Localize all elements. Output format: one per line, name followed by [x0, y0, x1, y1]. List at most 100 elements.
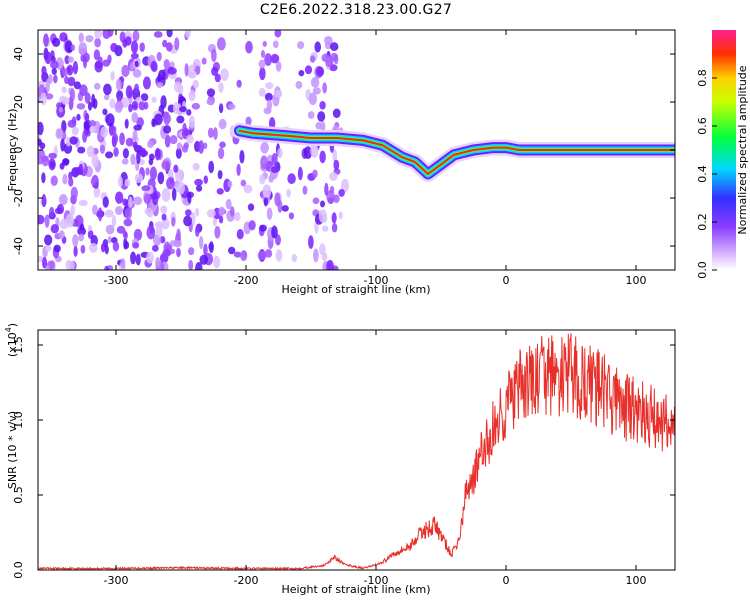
- spectrogram-noise-speck: [50, 61, 59, 69]
- snr-panel: -300 -200 -100 0 1000.00.51.01.5 Height of s…: [4, 323, 675, 596]
- spectrogram-noise-speck: [136, 150, 140, 164]
- spectrogram-noise-speck: [126, 138, 133, 147]
- spectrogram-noise-speck: [317, 111, 325, 122]
- spectrogram-noise-speck: [248, 203, 254, 211]
- spectrogram-noise-speck: [59, 230, 65, 238]
- spectrogram-noise-speck: [329, 172, 337, 181]
- spectrogram-noise-speck: [332, 223, 337, 233]
- spectrogram-noise-speck: [217, 188, 224, 195]
- spectrogram-noise-speck: [141, 185, 150, 191]
- snr-xtick-label: -200: [234, 574, 259, 587]
- spectrogram-noise-speck: [91, 178, 97, 186]
- spectrogram-noise-speck: [263, 107, 271, 114]
- spectrogram-noise-speck: [162, 40, 167, 48]
- spectrogram-noise-speck: [211, 49, 217, 62]
- spectrogram-noise-speck: [69, 136, 77, 145]
- spectrogram-noise-speck: [70, 205, 75, 216]
- spectrogram-noise-speck: [173, 240, 181, 247]
- spectrogram-noise-speck: [316, 67, 324, 77]
- snr-xtick-label: 100: [626, 574, 647, 587]
- colorbar-tick-label: 0.0: [696, 261, 709, 279]
- spectrogram-noise-speck: [81, 245, 86, 254]
- spectrogram-noise-speck: [237, 80, 242, 88]
- spectrogram-xlabel: Height of straight line (km): [281, 283, 430, 296]
- spectrogram-noise-speck: [179, 106, 187, 112]
- spectrogram-noise-speck: [156, 224, 163, 237]
- spectrogram-noise-speck: [324, 36, 333, 45]
- spectrogram-noise-speck: [70, 88, 75, 102]
- spectrogram-noise-speck: [104, 266, 109, 273]
- spectrogram-noise-speck: [121, 65, 129, 77]
- spectrogram-noise-speck: [236, 164, 240, 176]
- spectrogram-noise-speck: [56, 128, 63, 138]
- spectrogram-noise-speck: [188, 247, 194, 255]
- spectrogram-noise-speck: [274, 90, 282, 98]
- spectrogram-noise-speck: [176, 248, 181, 257]
- spectrogram-axes: -300 -200 -100 0 10040200-20-40: [12, 30, 675, 287]
- spectrogram-noise-speck: [171, 217, 175, 227]
- spectrogram-noise-speck: [271, 226, 278, 239]
- spectrogram-noise-speck: [140, 148, 146, 158]
- spectrogram-noise-speck: [103, 84, 112, 96]
- spectrogram-noise-speck: [178, 84, 184, 94]
- spectrogram-noise-speck: [162, 188, 171, 202]
- spectrogram-noise-speck: [110, 71, 115, 80]
- spectrogram-noise-speck: [115, 102, 123, 113]
- spectrogram-noise-speck: [203, 244, 207, 256]
- spectrogram-noise-speck: [259, 67, 265, 80]
- spectrogram-noise-speck: [70, 44, 75, 51]
- spectrogram-noise-speck: [219, 119, 227, 130]
- spectrogram-noise-speck: [259, 174, 265, 184]
- spectrogram-ytick-label: -40: [12, 237, 25, 255]
- spectrogram-noise-speck: [92, 205, 98, 215]
- spectrogram-noise-speck: [228, 104, 235, 110]
- spectrogram-noise-speck: [149, 158, 154, 165]
- spectrogram-noise-speck: [72, 234, 78, 247]
- spectrogram-noise-speck: [89, 120, 96, 127]
- spectrogram-noise-speck: [78, 234, 84, 242]
- spectrogram-noise-speck: [218, 147, 224, 159]
- spectrogram-noise-speck: [187, 192, 191, 204]
- spectrogram-noise-speck: [311, 77, 319, 88]
- spectrogram-noise-speck: [82, 130, 87, 143]
- colorbar-tick-label: 0.8: [696, 69, 709, 87]
- spectrogram-noise-speck: [60, 163, 65, 170]
- colorbar-tick-label: 0.4: [696, 165, 709, 183]
- snr-xtick-label: 0: [503, 574, 510, 587]
- spectrogram-noise-speck: [43, 33, 49, 47]
- spectrogram-noise-speck: [177, 142, 182, 149]
- spectrogram-noise-speck: [98, 207, 103, 221]
- spectrogram-noise-speck: [118, 176, 123, 187]
- spectrogram-noise-speck: [168, 67, 177, 74]
- spectrogram-noise-speck: [249, 220, 256, 230]
- spectrogram-noise-speck: [152, 192, 158, 205]
- spectrogram-noise-speck: [183, 216, 192, 227]
- spectrogram-noise-speck: [206, 99, 213, 105]
- spectrogram-noise-speck: [100, 145, 105, 154]
- spectrogram-noise-speck: [105, 245, 109, 254]
- spectrogram-noise-speck: [116, 79, 122, 91]
- spectrogram-noise-speck: [188, 65, 195, 78]
- spectrogram-noise-speck: [53, 75, 58, 84]
- spectrogram-noise-speck: [122, 199, 127, 206]
- spectrogram-ylabel: Frequency (Hz): [6, 109, 19, 192]
- spectrogram-noise-speck: [260, 142, 269, 154]
- spectrogram-noise-speck: [94, 83, 101, 90]
- spectrogram-noise-speck: [260, 155, 268, 169]
- spectrogram-noise-speck: [208, 161, 214, 173]
- spectrogram-noise-speck: [94, 38, 101, 48]
- spectrogram-noise-speck: [339, 212, 343, 220]
- spectrogram-noise-speck: [122, 39, 127, 47]
- spectrogram-noise-speck: [152, 245, 159, 252]
- spectrogram-noise-speck: [42, 155, 50, 166]
- spectrogram-noise-speck: [125, 207, 132, 219]
- spectrogram-noise-speck: [41, 172, 45, 183]
- spectrogram-noise-speck: [196, 185, 202, 192]
- spectrogram-noise-speck: [51, 224, 59, 233]
- spectrogram-noise-speck: [157, 52, 162, 61]
- spectrogram-noise-speck: [60, 219, 69, 229]
- spectrogram-noise-speck: [319, 101, 325, 110]
- spectrogram-noise-speck: [66, 260, 72, 270]
- spectrogram-noise-speck: [193, 163, 200, 171]
- spectrogram-noise-speck: [259, 88, 266, 97]
